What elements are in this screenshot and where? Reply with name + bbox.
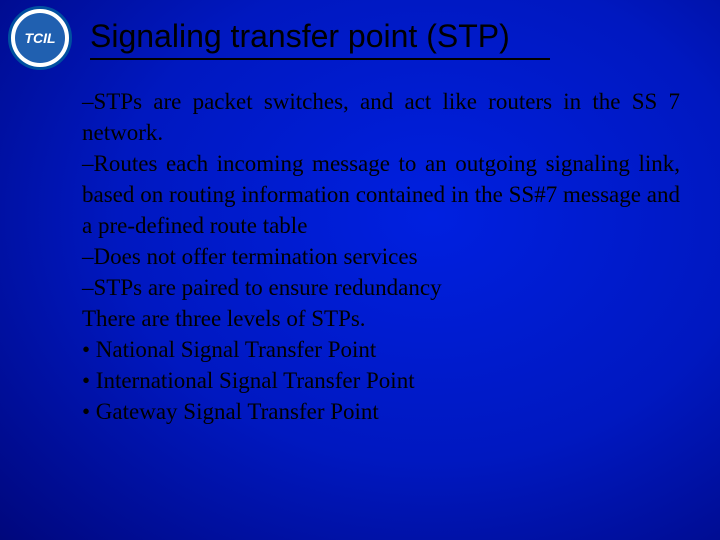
level-gateway: • Gateway Signal Transfer Point [82,396,680,427]
bullet-4: –STPs are paired to ensure redundancy [82,272,680,303]
level-international: • International Signal Transfer Point [82,365,680,396]
slide-body: –STPs are packet switches, and act like … [82,86,680,428]
line-levels: There are three levels of STPs. [82,303,680,334]
bullet-1: –STPs are packet switches, and act like … [82,86,680,148]
level-national: • National Signal Transfer Point [82,334,680,365]
title-underline [90,58,550,60]
bullet-3: –Does not offer termination services [82,241,680,272]
bullet-2: –Routes each incoming message to an outg… [82,148,680,241]
logo-badge: TCIL [8,6,72,70]
slide-title: Signaling transfer point (STP) [90,18,510,55]
logo-text: TCIL [24,30,55,46]
logo-inner-circle: TCIL [15,13,65,63]
